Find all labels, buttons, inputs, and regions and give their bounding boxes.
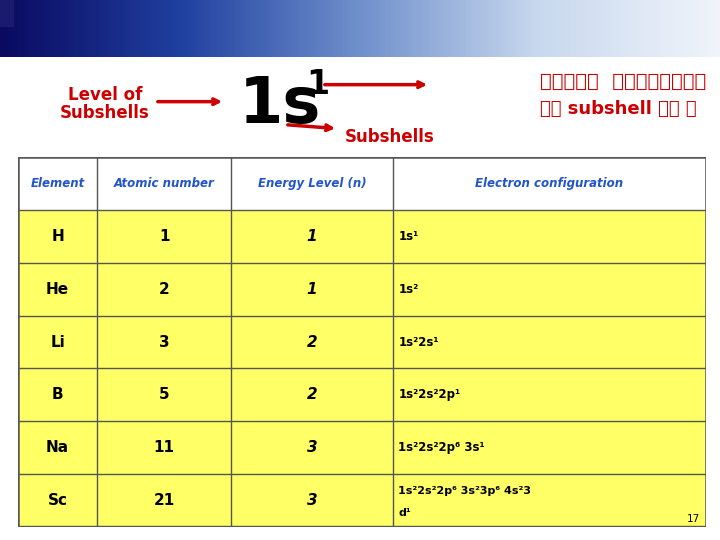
Bar bbox=[18, 157, 706, 210]
Bar bbox=[18, 263, 706, 316]
Text: He: He bbox=[46, 282, 69, 297]
Text: 1: 1 bbox=[159, 229, 169, 244]
Text: Energy Level (n): Energy Level (n) bbox=[258, 177, 366, 190]
Text: Element: Element bbox=[30, 177, 85, 190]
Text: 1s: 1s bbox=[239, 73, 321, 136]
Text: Atomic number: Atomic number bbox=[114, 177, 215, 190]
Text: Na: Na bbox=[46, 440, 69, 455]
Text: 1s²2s²2p⁶ 3s¹: 1s²2s²2p⁶ 3s¹ bbox=[398, 441, 485, 454]
Text: B: B bbox=[52, 387, 63, 402]
Text: H: H bbox=[51, 229, 64, 244]
Text: 3: 3 bbox=[307, 492, 318, 508]
Bar bbox=[18, 474, 706, 526]
Text: Level of: Level of bbox=[68, 86, 142, 104]
Text: Electron configuration: Electron configuration bbox=[475, 177, 624, 190]
Text: 1s²2s²2p¹: 1s²2s²2p¹ bbox=[398, 388, 460, 401]
Text: 1s¹: 1s¹ bbox=[398, 230, 418, 243]
Bar bbox=[0, 0, 13, 25]
Text: 21: 21 bbox=[153, 492, 175, 508]
Text: 1s²2s²2p⁶ 3s²3p⁶ 4s²3: 1s²2s²2p⁶ 3s²3p⁶ 4s²3 bbox=[398, 487, 531, 496]
Text: 1s²2s¹: 1s²2s¹ bbox=[398, 335, 438, 348]
Text: 2: 2 bbox=[307, 387, 318, 402]
Bar bbox=[18, 368, 706, 421]
Text: 1: 1 bbox=[307, 282, 318, 297]
Text: 17: 17 bbox=[687, 514, 700, 524]
Text: Li: Li bbox=[50, 334, 65, 349]
Bar bbox=[18, 316, 706, 368]
Text: ใน subshell นน ๆ: ใน subshell นน ๆ bbox=[540, 100, 697, 118]
Text: จำนวน  อเลคตรอน: จำนวน อเลคตรอน bbox=[540, 72, 706, 91]
Text: 1: 1 bbox=[307, 68, 330, 101]
Text: 11: 11 bbox=[153, 440, 175, 455]
Text: Subshells: Subshells bbox=[345, 127, 435, 146]
Text: 3: 3 bbox=[159, 334, 169, 349]
Bar bbox=[18, 421, 706, 474]
Text: 5: 5 bbox=[159, 387, 169, 402]
Text: 2: 2 bbox=[158, 282, 169, 297]
Bar bbox=[18, 210, 706, 263]
Text: 2: 2 bbox=[307, 334, 318, 349]
Text: 3: 3 bbox=[307, 440, 318, 455]
Text: d¹: d¹ bbox=[398, 509, 411, 518]
Text: 1s²: 1s² bbox=[398, 283, 418, 296]
Text: Subshells: Subshells bbox=[60, 104, 150, 122]
Text: Sc: Sc bbox=[48, 492, 68, 508]
Text: 1: 1 bbox=[307, 229, 318, 244]
